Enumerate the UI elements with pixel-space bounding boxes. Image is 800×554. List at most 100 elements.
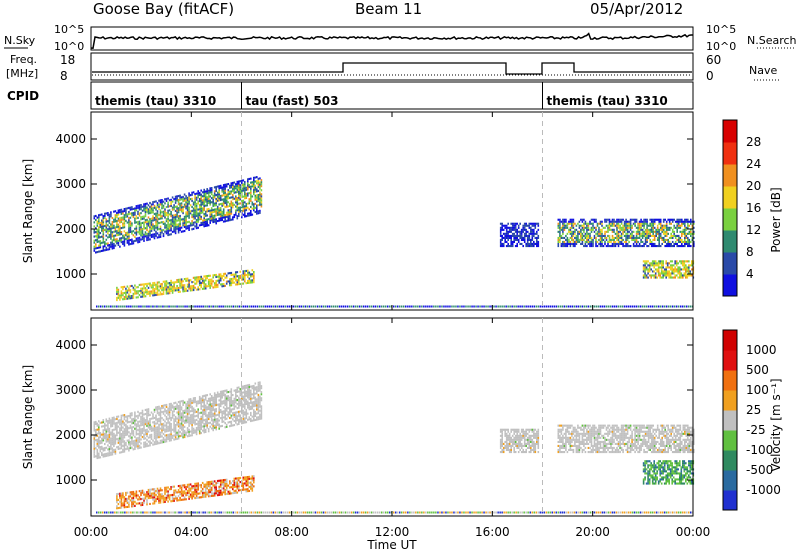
data-cell [98, 216, 100, 219]
data-cell [641, 305, 644, 308]
data-cell [620, 228, 623, 231]
data-cell [659, 274, 661, 277]
data-cell [159, 231, 162, 234]
data-cell [230, 424, 233, 427]
data-cell [177, 227, 180, 230]
data-cell [186, 213, 189, 216]
data-cell [99, 446, 102, 449]
data-cell [155, 234, 157, 237]
data-cell [144, 437, 147, 440]
data-cell [244, 193, 246, 196]
data-cell [439, 305, 441, 308]
data-cell [528, 242, 531, 245]
data-cell [537, 245, 540, 248]
data-cell [247, 404, 249, 407]
data-cell [119, 233, 121, 236]
data-cell [649, 224, 651, 227]
data-cell [236, 197, 239, 200]
data-cell [236, 180, 239, 183]
data-cell [227, 411, 230, 414]
data-cell [623, 230, 626, 233]
data-cell [256, 398, 258, 401]
data-cell [161, 283, 163, 286]
data-cell [662, 218, 665, 221]
data-cell [614, 245, 617, 248]
data-cell [623, 228, 626, 231]
data-cell [229, 190, 231, 193]
data-cell [221, 277, 223, 280]
data-cell [191, 216, 193, 219]
data-cell [616, 226, 618, 229]
data-cell [340, 305, 343, 308]
data-cell [117, 229, 120, 232]
data-cell [150, 437, 153, 440]
data-cell [147, 208, 150, 211]
data-cell [274, 305, 277, 308]
data-cell [150, 411, 153, 414]
data-cell [513, 228, 515, 231]
data-cell [122, 434, 124, 437]
data-cell [119, 211, 121, 214]
data-cell [191, 401, 193, 404]
data-cell [644, 234, 647, 237]
data-cell [616, 232, 618, 235]
data-cell [186, 221, 189, 224]
data-cell [259, 183, 261, 186]
data-cell [107, 426, 109, 429]
data-cell [256, 196, 258, 199]
data-cell [236, 184, 239, 187]
data-cell [229, 215, 231, 218]
data-cell [210, 411, 213, 414]
data-cell [93, 445, 96, 448]
data-cell [95, 239, 97, 242]
data-cell [381, 305, 383, 308]
data-cell [123, 210, 126, 213]
data-cell [158, 228, 160, 231]
data-cell [589, 236, 591, 239]
data-cell [206, 275, 208, 278]
data-cell [236, 205, 239, 208]
data-cell [531, 245, 534, 248]
data-cell [126, 297, 129, 300]
data-cell [200, 199, 202, 202]
data-cell [167, 437, 169, 440]
data-cell [543, 305, 545, 308]
data-cell [156, 202, 159, 205]
data-cell [162, 428, 165, 431]
data-cell [505, 305, 507, 308]
data-cell [147, 286, 150, 289]
data-cell [589, 240, 591, 243]
data-cell [259, 399, 261, 402]
data-cell [679, 238, 682, 241]
data-cell [125, 287, 127, 290]
data-cell [596, 230, 599, 233]
data-cell [158, 285, 160, 288]
data-cell [168, 437, 171, 440]
data-cell [250, 281, 252, 284]
data-cell [147, 410, 150, 413]
data-cell [677, 268, 679, 271]
data-cell [98, 454, 100, 457]
data-cell [126, 421, 129, 424]
data-cell [611, 220, 614, 223]
data-cell [342, 305, 345, 308]
y-tick-label: 3000 [55, 177, 86, 191]
data-cell [607, 224, 609, 227]
data-cell [135, 221, 138, 224]
data-cell [225, 280, 228, 283]
data-cell [665, 245, 668, 248]
data-cell [230, 305, 232, 308]
data-cell [116, 430, 118, 433]
data-cell [194, 221, 196, 224]
data-cell [155, 430, 157, 433]
data-cell [651, 260, 654, 263]
data-cell [117, 294, 120, 297]
data-cell [125, 419, 127, 422]
data-cell [219, 409, 222, 412]
data-cell [203, 394, 205, 397]
data-cell [218, 415, 220, 418]
data-cell [207, 403, 210, 406]
data-cell [176, 279, 178, 282]
data-cell [204, 192, 207, 195]
data-cell [204, 210, 207, 213]
